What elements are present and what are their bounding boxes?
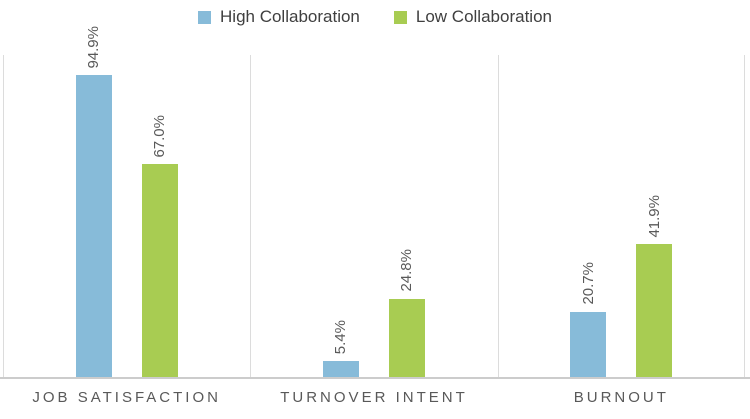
bar-column: 5.4%: [322, 319, 359, 378]
data-label: 20.7%: [579, 262, 597, 305]
bar-low-collaboration-job-satisfaction: [141, 164, 178, 378]
bar-low-collaboration-turnover-intent: [388, 298, 425, 378]
bar-high-collaboration-job-satisfaction: [75, 75, 112, 378]
legend-color-swatch-high: [198, 10, 212, 24]
bar-column: 20.7%: [570, 262, 607, 378]
chart-legend: High Collaboration Low Collaboration: [0, 7, 750, 27]
bar-column: 94.9%: [75, 25, 112, 378]
category-label-turnover-intent: TURNOVER INTENT: [280, 389, 468, 406]
bar-high-collaboration-burnout: [570, 312, 607, 378]
category-separator-line: [250, 55, 252, 378]
data-label: 5.4%: [332, 319, 350, 354]
category-label-burnout: BURNOUT: [573, 389, 669, 406]
bar-column: 24.8%: [388, 249, 425, 378]
legend-color-swatch-low: [393, 10, 407, 24]
data-label: 94.9%: [85, 25, 103, 69]
bar-low-collaboration-burnout: [636, 244, 673, 378]
bar-high-collaboration-turnover-intent: [322, 360, 359, 378]
x-axis-line: [0, 377, 750, 379]
panel-job-satisfaction: 94.9% 67.0%: [3, 26, 250, 378]
legend-item-high-collaboration: High Collaboration: [198, 7, 360, 27]
category-separator-line: [744, 55, 745, 378]
panels: 94.9% 67.0% 5.4% 24.8%: [3, 26, 745, 378]
category-separator-line: [497, 55, 499, 378]
legend-label-low: Low Collaboration: [415, 7, 552, 26]
bar-column: 67.0%: [141, 114, 178, 378]
data-label: 41.9%: [645, 194, 663, 238]
legend-item-low-collaboration: Low Collaboration: [393, 7, 552, 27]
panel-turnover-intent: 5.4% 24.8%: [250, 59, 497, 378]
data-label: 24.8%: [398, 249, 416, 292]
category-label-job-satisfaction: JOB SATISFACTION: [32, 389, 221, 406]
legend-label-high: High Collaboration: [220, 7, 360, 26]
panel-burnout: 20.7% 41.9%: [498, 59, 745, 378]
category-separator-line: [3, 55, 4, 378]
bar-column: 41.9%: [636, 194, 673, 378]
category-axis-labels: JOB SATISFACTION TURNOVER INTENT BURNOUT: [3, 389, 745, 406]
plot-area: 94.9% 67.0% 5.4% 24.8%: [3, 26, 745, 378]
data-label: 67.0%: [151, 114, 169, 158]
